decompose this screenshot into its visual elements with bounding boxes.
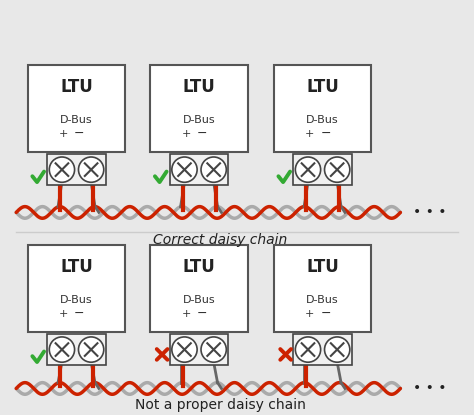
Circle shape (295, 157, 320, 182)
Text: D-Bus: D-Bus (306, 295, 339, 305)
FancyBboxPatch shape (150, 65, 248, 152)
Text: LTU: LTU (306, 258, 339, 276)
Circle shape (49, 157, 74, 182)
Circle shape (201, 157, 226, 182)
FancyBboxPatch shape (150, 244, 248, 332)
Text: +: + (305, 129, 315, 139)
Text: • • •: • • • (413, 381, 447, 395)
Circle shape (201, 337, 226, 362)
Text: D-Bus: D-Bus (60, 295, 93, 305)
Text: D-Bus: D-Bus (60, 115, 93, 125)
Text: Correct daisy chain: Correct daisy chain (154, 233, 288, 247)
FancyBboxPatch shape (47, 154, 106, 185)
FancyBboxPatch shape (274, 65, 371, 152)
Text: D-Bus: D-Bus (306, 115, 339, 125)
Text: −: − (320, 307, 331, 320)
Text: LTU: LTU (60, 78, 93, 96)
Text: LTU: LTU (60, 258, 93, 276)
Text: −: − (320, 127, 331, 140)
Text: −: − (197, 307, 207, 320)
FancyBboxPatch shape (28, 65, 125, 152)
Text: LTU: LTU (306, 78, 339, 96)
Text: • • •: • • • (413, 205, 447, 220)
FancyBboxPatch shape (293, 154, 352, 185)
FancyBboxPatch shape (28, 244, 125, 332)
FancyBboxPatch shape (170, 334, 228, 365)
Text: +: + (59, 129, 69, 139)
Text: +: + (59, 309, 69, 319)
FancyBboxPatch shape (170, 154, 228, 185)
Circle shape (325, 157, 350, 182)
Text: +: + (182, 129, 191, 139)
FancyBboxPatch shape (293, 334, 352, 365)
Text: Not a proper daisy chain: Not a proper daisy chain (135, 398, 306, 412)
Circle shape (172, 337, 197, 362)
Text: D-Bus: D-Bus (183, 115, 215, 125)
Circle shape (49, 337, 74, 362)
Text: D-Bus: D-Bus (183, 295, 215, 305)
Text: −: − (74, 307, 85, 320)
Text: −: − (197, 127, 207, 140)
Text: −: − (74, 127, 85, 140)
Circle shape (79, 157, 104, 182)
Text: LTU: LTU (182, 78, 216, 96)
Text: +: + (182, 309, 191, 319)
Circle shape (172, 157, 197, 182)
FancyBboxPatch shape (47, 334, 106, 365)
FancyBboxPatch shape (274, 244, 371, 332)
Circle shape (325, 337, 350, 362)
Circle shape (295, 337, 320, 362)
Text: LTU: LTU (182, 258, 216, 276)
Text: +: + (305, 309, 315, 319)
Circle shape (79, 337, 104, 362)
